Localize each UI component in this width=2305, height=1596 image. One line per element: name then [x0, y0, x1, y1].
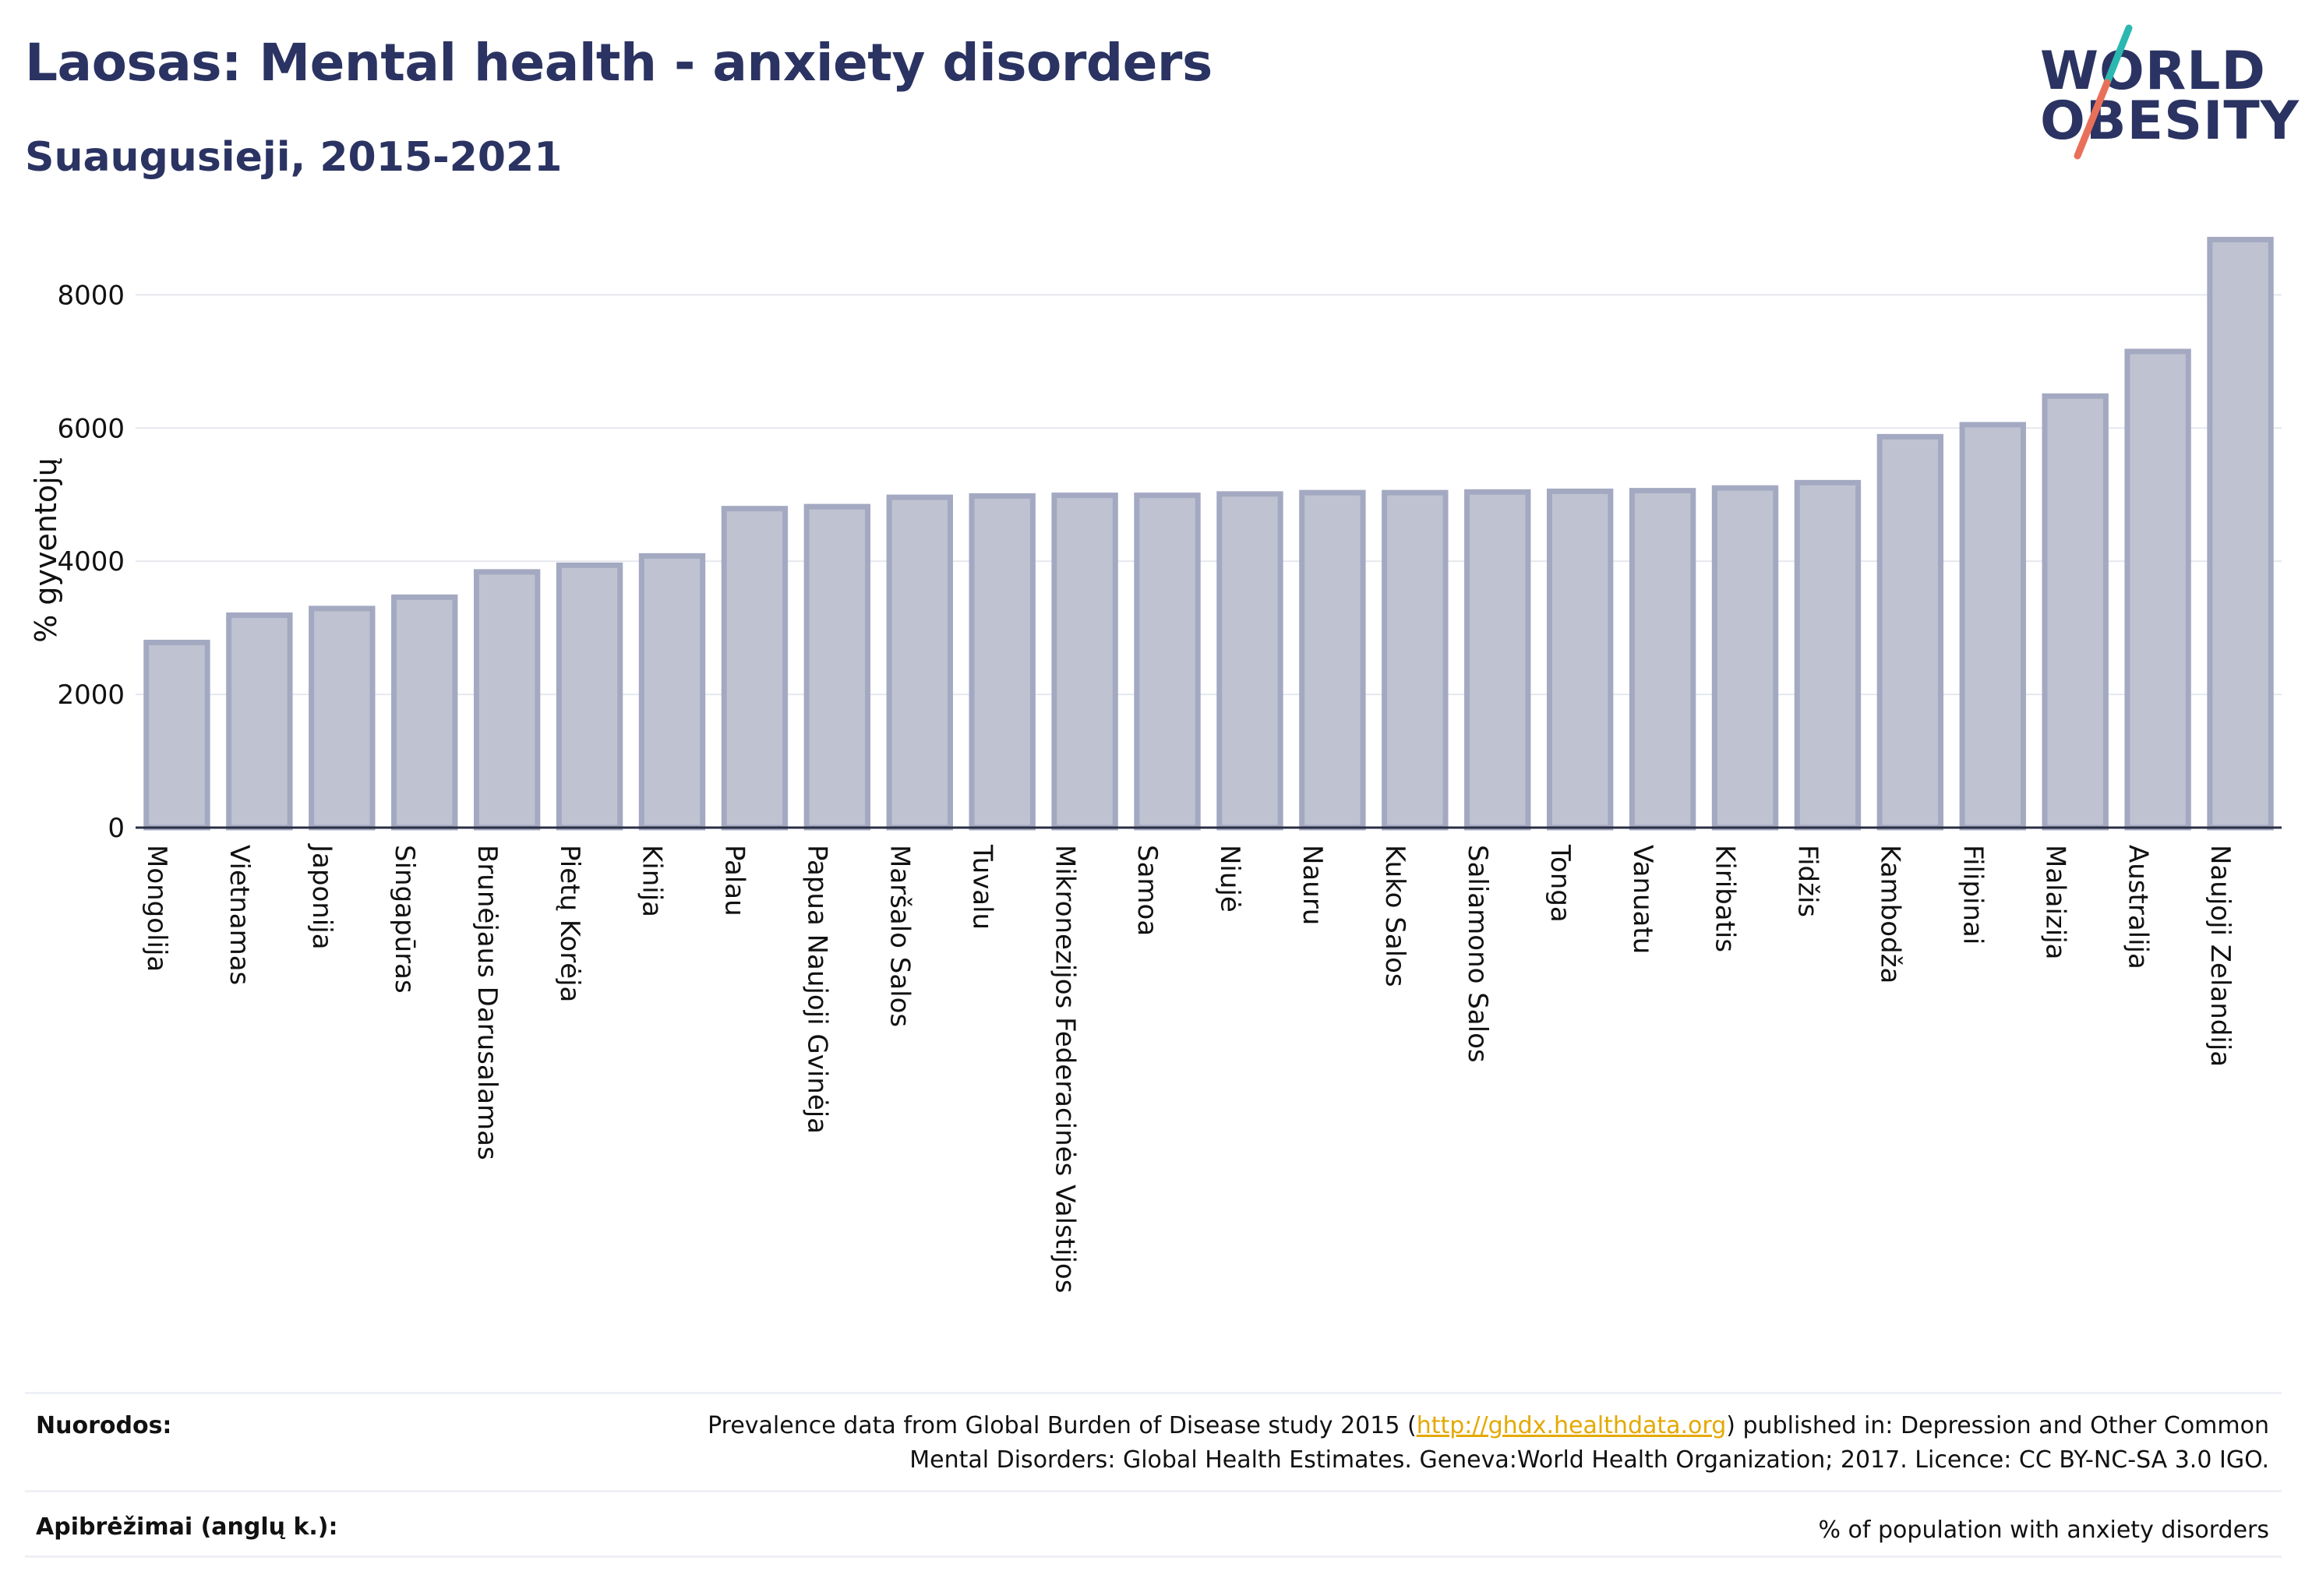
bar[interactable]	[886, 494, 953, 831]
bar[interactable]	[2042, 393, 2109, 831]
x-tick-label: Mikronezijos Federacinės Valstijos	[1049, 845, 1080, 1293]
x-tick-label: Kuko Salos	[1379, 845, 1410, 987]
bar[interactable]	[1876, 433, 1944, 831]
x-tick-label: Brunėjaus Darusalamas	[471, 845, 503, 1160]
sources-label: Nuorodos:	[36, 1412, 172, 1439]
source-link[interactable]: http://ghdx.healthdata.org	[1416, 1412, 1727, 1439]
bar[interactable]	[473, 569, 541, 831]
y-tick-labels: 0 2000 4000 6000 8000	[57, 280, 125, 844]
world-obesity-logo: WORLD OBESITY	[2026, 22, 2299, 170]
bar[interactable]	[309, 606, 376, 831]
bar[interactable]	[2124, 348, 2191, 831]
bar[interactable]	[1546, 488, 1614, 831]
x-tick-label: Kinija	[637, 845, 668, 917]
chart-subtitle: Suaugusieji, 2015-2021	[25, 134, 563, 181]
x-tick-label: Mongolija	[141, 845, 172, 972]
x-tick-label: Malaizija	[2039, 845, 2070, 959]
bar[interactable]	[1299, 489, 1366, 831]
bar-chart: 0 2000 4000 6000 8000 Mongolija Vietnamas Japo…	[29, 236, 2282, 1293]
bar[interactable]	[969, 493, 1036, 831]
bar[interactable]	[1134, 493, 1201, 831]
x-tick-label: Japonija	[306, 843, 337, 950]
y-axis-title: % gyventojų	[29, 457, 63, 643]
y-tick-label: 4000	[57, 546, 125, 577]
x-tick-label: Fidžis	[1792, 845, 1823, 917]
definitions-label: Apibrėžimai (anglų k.):	[36, 1513, 338, 1541]
chart-title: Laosas: Mental health - anxiety disorder…	[25, 33, 1213, 93]
bar[interactable]	[1382, 489, 1449, 831]
bar[interactable]	[1216, 491, 1283, 831]
x-tick-label: Vanuatu	[1627, 845, 1658, 954]
x-tick-label: Naujoji Zelandija	[2204, 845, 2236, 1067]
x-tick-label: Samoa	[1131, 845, 1163, 936]
bar[interactable]	[143, 639, 210, 831]
definitions-text: % of population with anxiety disorders	[1818, 1517, 2269, 1544]
x-tick-label: Vietnamas	[224, 845, 255, 985]
x-tick-label: Australija	[2122, 845, 2153, 969]
footer-divider-top	[25, 1392, 2282, 1394]
sources-text: Prevalence data from Global Burden of Di…	[708, 1412, 2269, 1474]
x-tick-label: Saliamono Salos	[1462, 845, 1493, 1063]
bar[interactable]	[2207, 236, 2274, 831]
bar[interactable]	[391, 594, 458, 831]
y-tick-label: 6000	[57, 413, 125, 444]
bar[interactable]	[556, 562, 623, 831]
x-tick-label: Maršalo Salos	[884, 845, 915, 1027]
bar[interactable]	[1051, 493, 1118, 831]
bars	[143, 236, 2274, 831]
bar[interactable]	[226, 612, 293, 831]
x-tick-label: Singapūras	[389, 845, 420, 994]
bar[interactable]	[803, 503, 871, 831]
x-tick-label: Kambodža	[1875, 845, 1906, 983]
x-tick-label: Tuvalu	[966, 844, 997, 930]
logo-line1: WORLD	[2040, 41, 2266, 102]
bar[interactable]	[1959, 422, 2026, 831]
footer-divider-bottom	[25, 1555, 2282, 1558]
x-tick-label: Filipinai	[1957, 845, 1988, 945]
y-tick-label: 0	[108, 813, 125, 844]
y-tick-label: 8000	[57, 280, 125, 311]
bar[interactable]	[1794, 479, 1862, 831]
x-tick-label: Palau	[719, 845, 750, 916]
y-tick-label: 2000	[57, 680, 125, 711]
x-tick-label: Pietų Korėja	[554, 845, 585, 1002]
x-tick-labels: Mongolija Vietnamas Japonija Singapūras Brun…	[141, 843, 2236, 1293]
x-tick-label: Tonga	[1544, 844, 1576, 923]
bar[interactable]	[1464, 489, 1531, 831]
x-tick-label: Nauru	[1297, 845, 1328, 925]
x-tick-label: Kiribatis	[1710, 845, 1741, 952]
x-tick-label: Niujė	[1214, 845, 1245, 913]
bar[interactable]	[1711, 485, 1779, 831]
bar[interactable]	[1629, 488, 1696, 831]
x-tick-label: Papua Naujoji Gvinėja	[802, 845, 833, 1134]
footer-divider-middle	[25, 1490, 2282, 1492]
logo-slash-icon	[2074, 24, 2133, 160]
bar[interactable]	[638, 553, 706, 831]
bar[interactable]	[721, 506, 789, 831]
